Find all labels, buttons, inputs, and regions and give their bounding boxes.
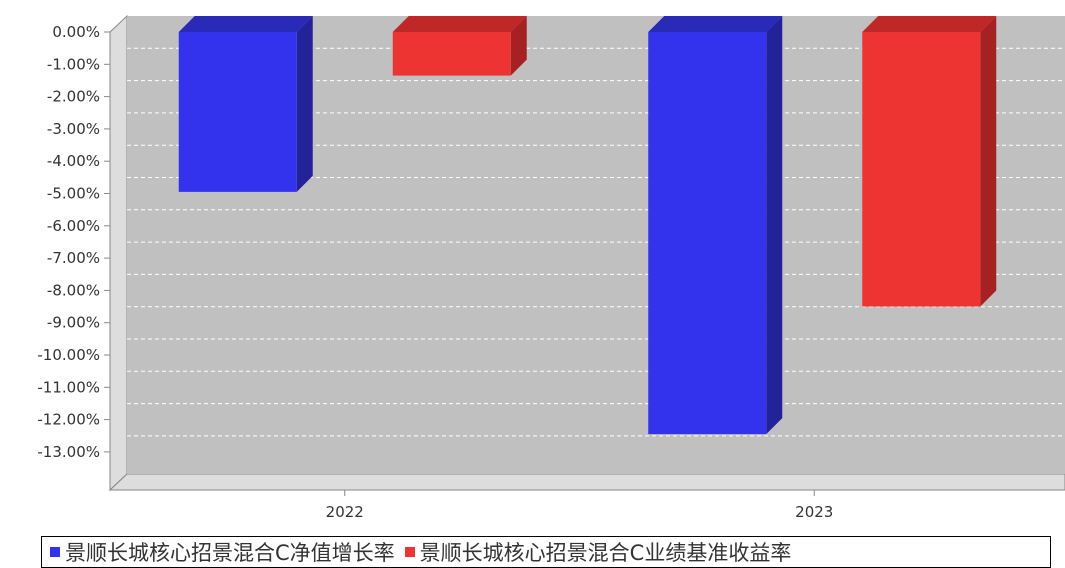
- legend-swatch-red: [404, 547, 415, 557]
- y-tick-label: -2.00%: [47, 88, 100, 106]
- legend-swatch-blue: [50, 547, 60, 557]
- y-tick-label: -7.00%: [47, 249, 100, 267]
- y-tick-label: -3.00%: [47, 120, 100, 138]
- y-tick-label: -4.00%: [47, 152, 100, 170]
- y-tick-label: 0.00%: [52, 23, 100, 41]
- y-tick-label: -11.00%: [37, 378, 100, 396]
- bar-front-face: [648, 32, 767, 435]
- bar-front-face: [178, 32, 297, 192]
- bar-front-face: [392, 32, 511, 76]
- x-axis: 2022 2023: [326, 490, 833, 521]
- bar-side-face: [510, 16, 527, 76]
- bar-2022-series-0: [178, 16, 313, 192]
- bar-top-face: [392, 16, 527, 32]
- y-tick-label: -1.00%: [47, 55, 100, 73]
- bar-2023-series-0: [648, 16, 783, 435]
- bar-side-face: [766, 16, 783, 435]
- bar-side-face: [296, 16, 313, 192]
- bar-2022-series-1: [392, 16, 527, 76]
- y-tick-label: -12.00%: [37, 411, 100, 429]
- bar-top-face: [178, 16, 313, 32]
- legend-label-nav-growth: 景顺长城核心招景混合C净值增长率: [65, 541, 395, 565]
- y-tick-label: -13.00%: [37, 443, 100, 461]
- y-tick-label: -8.00%: [47, 281, 100, 299]
- bar-top-face: [862, 16, 997, 32]
- y-tick-label: -10.00%: [37, 346, 100, 364]
- y-tick-label: -5.00%: [47, 185, 100, 203]
- y-tick-label: -6.00%: [47, 217, 100, 235]
- x-tick-label: 2022: [326, 503, 364, 521]
- plot-floor: [108, 473, 1065, 491]
- bar-2023-series-1: [862, 16, 997, 307]
- legend-label-benchmark: 景顺长城核心招景混合C业绩基准收益率: [419, 541, 792, 565]
- x-tick-label: 2023: [795, 503, 833, 521]
- y-axis: 0.00% -1.00% -2.00% -3.00% -4.00% -5.00% -6.00…: [37, 23, 1065, 491]
- legend: 景顺长城核心招景混合C净值增长率 景顺长城核心招景混合C业绩基准收益率: [41, 536, 1051, 568]
- legend-item-benchmark: 景顺长城核心招景混合C业绩基准收益率: [404, 537, 792, 567]
- bars: [178, 16, 997, 435]
- legend-item-nav-growth: 景顺长城核心招景混合C净值增长率: [50, 537, 395, 567]
- plot-left-wall: [109, 14, 128, 492]
- bar-top-face: [648, 16, 783, 32]
- bar-side-face: [980, 16, 997, 307]
- bar-front-face: [862, 32, 981, 307]
- y-tick-label: -9.00%: [47, 314, 100, 332]
